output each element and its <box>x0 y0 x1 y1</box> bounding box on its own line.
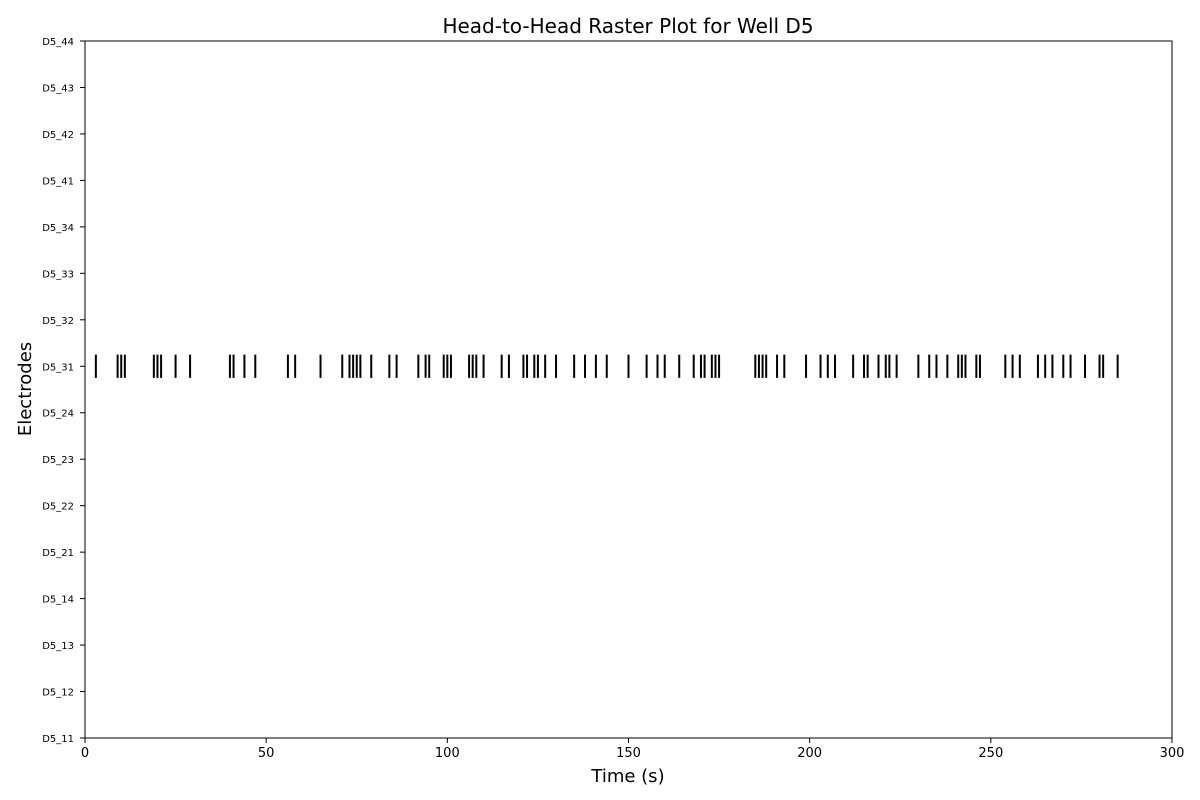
x-axis-ticks: 0 50 100 150 200 250 300 <box>81 738 1185 761</box>
spike-marks <box>94 354 1119 378</box>
x-tick-label: 250 <box>978 746 1003 761</box>
y-tick-label: D5_43 <box>42 83 74 94</box>
chart-title: Head-to-Head Raster Plot for Well D5 <box>442 14 813 38</box>
y-axis-ticks: D5_11 D5_12 D5_13 D5_14 D5_21 D5_22 D5_23 D5_24… <box>42 37 85 745</box>
x-tick-label: 0 <box>81 746 89 761</box>
y-tick-label: D5_12 <box>42 688 74 699</box>
y-tick-label: D5_32 <box>42 316 74 327</box>
y-tick-label: D5_33 <box>42 269 74 280</box>
y-tick-label: D5_23 <box>42 455 74 466</box>
y-tick-label: D5_24 <box>42 409 74 420</box>
x-tick-label: 150 <box>616 746 641 761</box>
x-axis-label: Time (s) <box>590 766 664 787</box>
y-tick-label: D5_31 <box>42 362 74 373</box>
y-tick-label: D5_34 <box>42 223 74 234</box>
x-tick-label: 100 <box>435 746 460 761</box>
y-tick-label: D5_22 <box>42 502 74 513</box>
y-tick-label: D5_11 <box>42 734 74 745</box>
y-tick-label: D5_42 <box>42 130 74 141</box>
x-tick-label: 300 <box>1160 746 1185 761</box>
y-tick-label: D5_21 <box>42 548 74 559</box>
y-axis-label: Electrodes <box>15 342 36 436</box>
x-tick-label: 200 <box>797 746 822 761</box>
y-tick-label: D5_14 <box>42 595 74 606</box>
x-tick-label: 50 <box>258 746 275 761</box>
y-tick-label: D5_44 <box>42 37 74 48</box>
plot-area-frame <box>84 40 1173 739</box>
y-tick-label: D5_13 <box>42 641 74 652</box>
y-tick-label: D5_41 <box>42 176 74 187</box>
